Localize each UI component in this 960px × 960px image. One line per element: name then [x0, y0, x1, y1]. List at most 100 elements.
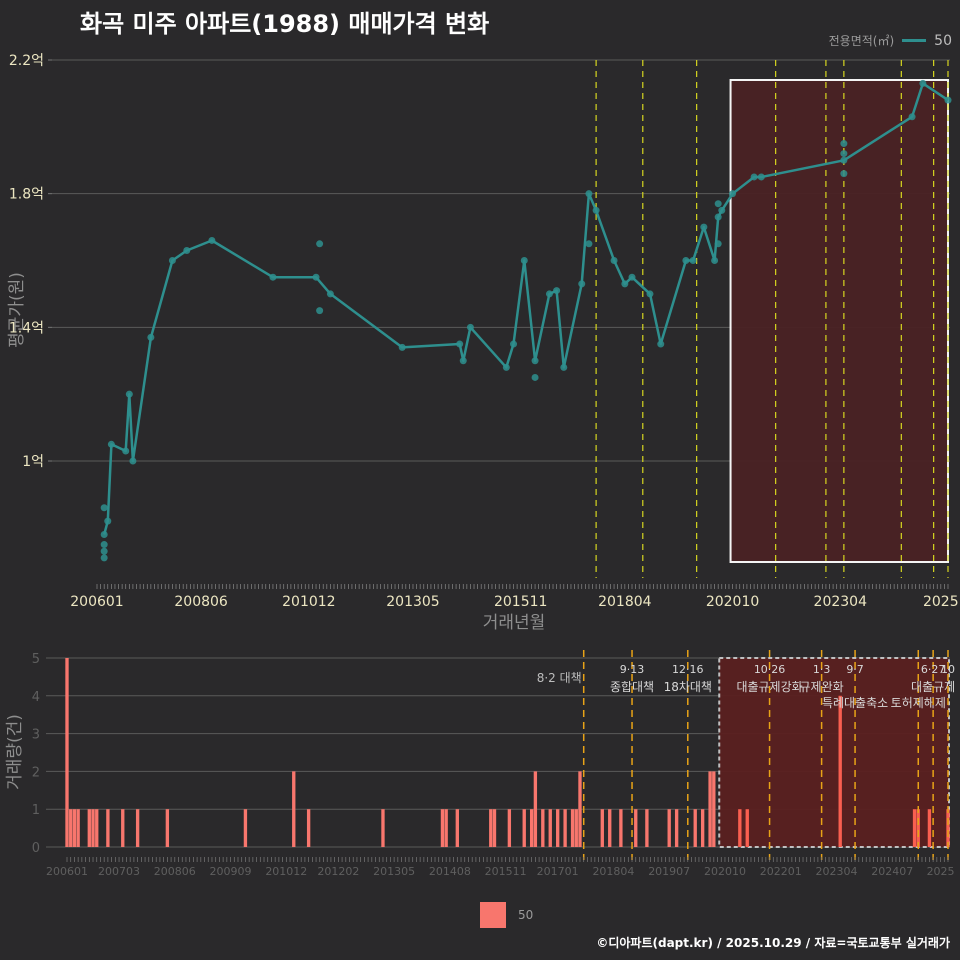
data-point: [714, 213, 722, 221]
volume-bar: [738, 809, 742, 847]
volume-bar: [563, 809, 567, 847]
volume-bar: [619, 809, 623, 847]
data-point: [646, 290, 654, 298]
volume-bar: [667, 809, 671, 847]
legend-title: 전용면적(㎡): [828, 34, 895, 48]
volume-bar: [541, 809, 545, 847]
volume-bar: [578, 771, 582, 847]
policy-date-label: 12·16: [672, 663, 704, 676]
x-tick-label: 201012: [265, 865, 307, 878]
legend-label: 50: [934, 32, 952, 49]
volume-bar: [455, 809, 459, 847]
data-point: [560, 363, 568, 371]
volume-bar: [916, 809, 920, 847]
y-tick-label: 5: [32, 652, 40, 667]
volume-bar: [700, 809, 705, 847]
policy-date-label: 10: [941, 663, 955, 676]
volume-bar: [600, 809, 604, 847]
volume-bar: [556, 809, 560, 847]
data-point: [104, 517, 112, 525]
volume-bar: [91, 809, 95, 847]
x-tick-label: 2025: [927, 865, 955, 878]
y-tick-label: 3: [32, 728, 40, 743]
volume-bar: [570, 809, 575, 847]
highlight-region: [729, 79, 949, 563]
x-tick-label: 202201: [760, 865, 802, 878]
data-point: [718, 206, 726, 214]
legend-top: 전용면적(㎡) 50: [829, 32, 952, 49]
volume-bar: [927, 809, 932, 847]
data-point: [147, 333, 155, 341]
volume-bar: [838, 695, 842, 847]
volume-bar: [745, 809, 749, 847]
data-point: [840, 140, 848, 148]
x-tick-label: 202407: [871, 865, 913, 878]
volume-bar: [106, 809, 110, 847]
legend-line-swatch-icon: [902, 39, 927, 42]
policy-date-label: 1·3: [813, 663, 831, 676]
data-point: [100, 531, 108, 539]
data-point: [621, 280, 629, 288]
data-point: [183, 246, 191, 254]
volume-bar: [87, 809, 91, 847]
data-point: [714, 240, 722, 248]
data-point: [682, 257, 690, 264]
volume-bar: [306, 809, 311, 847]
data-point: [316, 307, 324, 315]
x-tick-label: 201511: [485, 865, 527, 878]
volume-bar: [712, 771, 716, 847]
volume-bar: [645, 809, 649, 847]
policy-date-label: 9·13: [620, 663, 645, 676]
policy-name-label: 규제완화: [800, 680, 844, 694]
policy-name-label: 종합대책: [610, 679, 654, 694]
x-tick-label: 201804: [598, 594, 652, 610]
data-point: [585, 190, 593, 198]
volume-bar: [381, 809, 385, 847]
volume-bar: [708, 771, 712, 847]
price-line-chart: 1억 1.4억 1.8억 2.2억 200601 200806 201012 201305 20…: [7, 53, 959, 633]
data-point: [545, 290, 553, 298]
volume-bar: [492, 809, 497, 847]
volume-bar: [634, 809, 638, 847]
data-point: [531, 373, 539, 381]
data-point: [628, 273, 636, 281]
volume-bar: [444, 809, 448, 847]
x-tick-label: 202304: [814, 594, 868, 610]
data-point: [312, 273, 320, 281]
x-tick-label: 201202: [317, 865, 359, 878]
data-point: [908, 113, 916, 121]
data-point: [269, 273, 277, 281]
volume-bar: [946, 809, 950, 847]
data-point: [553, 287, 561, 295]
data-point: [168, 257, 176, 264]
policy-name-label: 대출규제: [911, 680, 955, 694]
legend-bar-swatch-icon: [480, 902, 506, 928]
x-tick-label: 202010: [704, 865, 746, 878]
data-point: [129, 457, 137, 465]
volume-bar: [65, 658, 69, 847]
volume-bar: [674, 809, 679, 847]
data-point: [100, 547, 108, 555]
x-tick-label: 200806: [174, 594, 228, 610]
legend-bottom-label: 50: [518, 908, 534, 922]
x-axis-label: 거래년월: [483, 613, 546, 633]
x-tick-label: 200601: [46, 865, 88, 878]
volume-bar: [165, 809, 170, 847]
data-point: [714, 200, 722, 208]
volume-bar: [95, 809, 99, 847]
policy-date-label: 9·7: [846, 663, 864, 676]
policy-name-label: 특례대출축소: [822, 696, 888, 710]
data-point: [466, 323, 474, 331]
data-point: [208, 236, 216, 244]
data-point: [689, 257, 697, 264]
x-tick-label: 200601: [70, 594, 123, 610]
volume-bar: [507, 809, 512, 847]
policy-label: 8·2 대책: [537, 670, 582, 685]
y-tick-label: 0: [32, 841, 40, 856]
data-point: [326, 290, 334, 298]
data-point: [750, 173, 758, 181]
x-tick-label: 202304: [815, 865, 857, 878]
x-tick-label: 201701: [537, 865, 579, 878]
data-point: [316, 240, 324, 248]
policy-date-label: 10·26: [754, 663, 786, 676]
